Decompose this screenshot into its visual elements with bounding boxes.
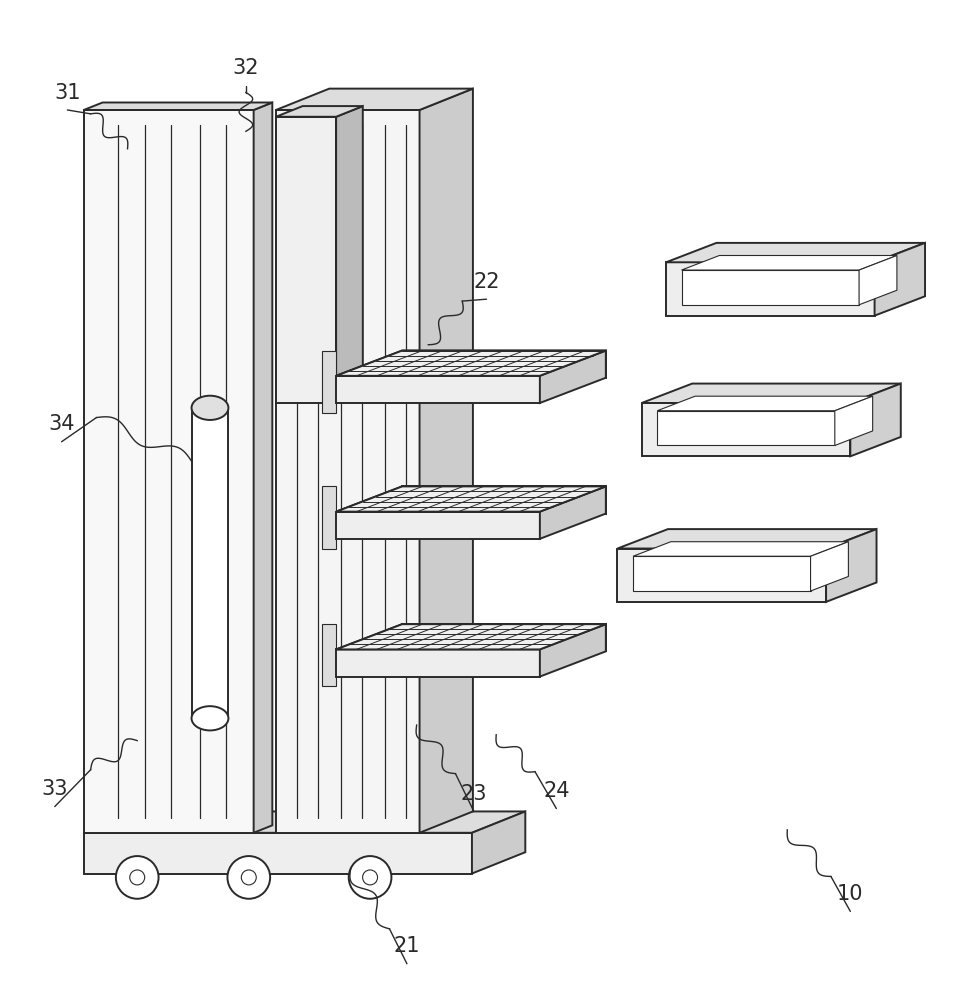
Polygon shape [657,411,835,445]
Text: 24: 24 [543,781,569,801]
Circle shape [228,856,270,899]
Polygon shape [336,512,540,539]
Polygon shape [859,256,897,305]
Polygon shape [657,396,873,411]
Text: 10: 10 [837,884,864,904]
Polygon shape [321,486,336,549]
Text: 23: 23 [460,784,487,804]
Polygon shape [84,811,525,833]
Ellipse shape [192,396,229,420]
Polygon shape [336,624,606,649]
Text: 32: 32 [233,58,259,78]
Polygon shape [402,486,606,514]
Circle shape [129,870,145,885]
Polygon shape [633,556,811,591]
Text: 34: 34 [49,414,75,434]
Text: 33: 33 [42,779,68,799]
Polygon shape [618,529,877,549]
Polygon shape [336,351,606,376]
Polygon shape [540,624,606,677]
Polygon shape [336,649,540,677]
Text: 31: 31 [54,83,81,103]
Polygon shape [84,833,472,874]
Polygon shape [875,243,925,316]
Polygon shape [336,486,606,512]
Polygon shape [633,542,848,556]
Text: 21: 21 [394,936,420,956]
Polygon shape [402,624,606,651]
Polygon shape [192,408,229,718]
Circle shape [116,856,159,899]
Polygon shape [276,110,419,833]
Circle shape [348,856,391,899]
Polygon shape [681,270,859,305]
Polygon shape [254,102,272,833]
Text: 22: 22 [473,272,500,292]
Polygon shape [336,624,606,649]
Polygon shape [336,351,606,376]
Polygon shape [336,376,540,403]
Ellipse shape [192,706,229,730]
Polygon shape [540,486,606,539]
Circle shape [363,870,378,885]
Polygon shape [336,106,363,403]
Polygon shape [666,243,925,262]
Polygon shape [681,256,897,270]
Polygon shape [540,351,606,403]
Polygon shape [84,110,254,833]
Polygon shape [642,384,901,403]
Polygon shape [811,542,848,591]
Polygon shape [276,89,473,110]
Polygon shape [419,89,473,833]
Polygon shape [276,106,363,117]
Polygon shape [666,262,875,316]
Polygon shape [835,396,873,445]
Polygon shape [850,384,901,456]
Polygon shape [321,624,336,686]
Polygon shape [321,351,336,413]
Polygon shape [402,351,606,378]
Polygon shape [618,549,826,602]
Polygon shape [336,486,606,512]
Circle shape [241,870,256,885]
Polygon shape [472,811,525,874]
Polygon shape [642,403,850,456]
Polygon shape [84,102,272,110]
Polygon shape [826,529,877,602]
Polygon shape [276,117,336,403]
